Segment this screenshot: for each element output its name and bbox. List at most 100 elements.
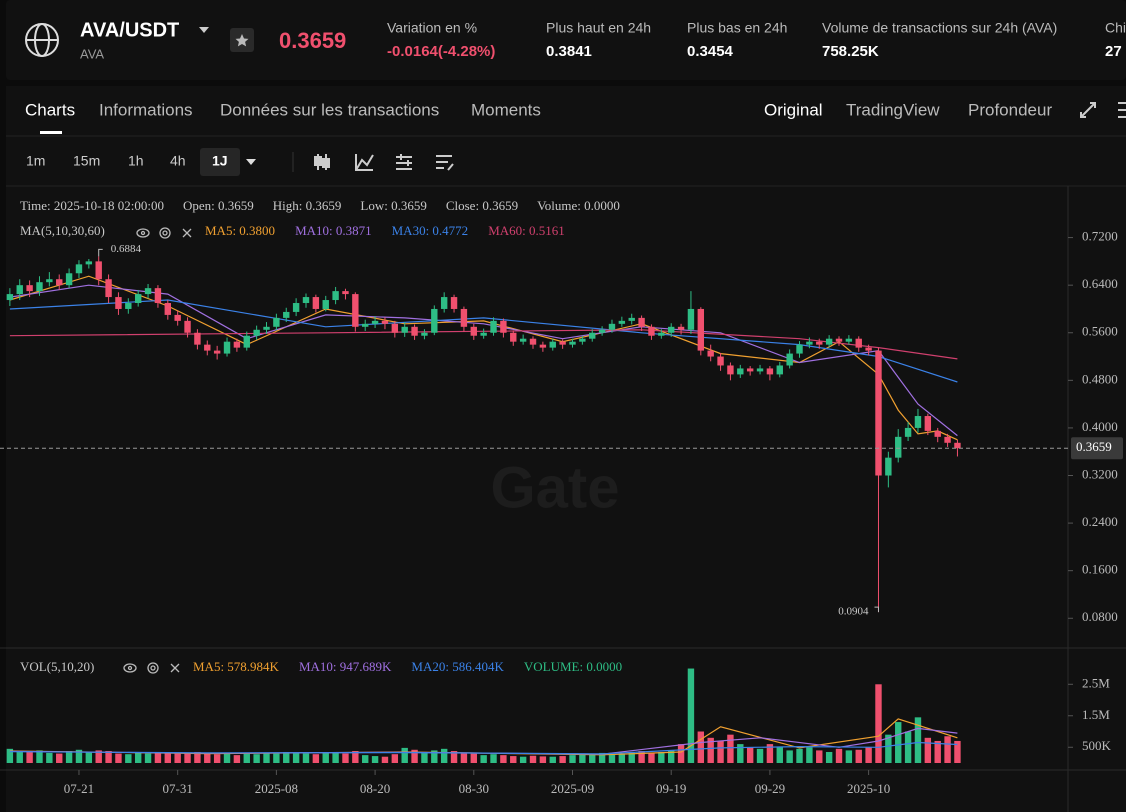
candle-body <box>233 341 241 348</box>
candle-body <box>608 323 616 330</box>
candle-body <box>697 308 705 351</box>
volume-bar <box>608 754 616 763</box>
volume-bar <box>194 751 201 763</box>
volume-bar <box>756 748 764 763</box>
candle-body <box>411 326 418 336</box>
candle-body <box>786 353 793 366</box>
volume-bar <box>352 751 359 763</box>
volume-bar <box>855 749 862 763</box>
logo <box>25 23 59 57</box>
candle-body <box>450 297 458 309</box>
y-tick-label: 0.5600 <box>1082 324 1118 339</box>
candle-body <box>756 368 764 372</box>
volume-bar <box>717 740 724 763</box>
volume-bar <box>796 748 803 763</box>
volume-bar <box>549 756 556 763</box>
y-tick-label: 500K <box>1082 738 1112 753</box>
ma-line <box>9 329 958 360</box>
volume-bar <box>362 755 369 763</box>
tab[interactable]: Charts <box>25 100 75 119</box>
pair-caret[interactable] <box>199 27 209 33</box>
interval[interactable]: 1m <box>26 153 45 169</box>
candle-body <box>480 332 487 336</box>
candle-body <box>924 416 932 431</box>
candle-body <box>75 264 83 274</box>
volume-bar <box>954 740 961 763</box>
view-tab[interactable]: Original <box>764 100 823 119</box>
toolbar-icons[interactable] <box>314 154 454 171</box>
volume-bar <box>737 744 744 763</box>
candle-body <box>628 317 635 321</box>
volume-bar <box>746 747 754 763</box>
y-tick-label: 0.3200 <box>1082 466 1118 481</box>
volume-bar <box>707 737 714 763</box>
candle-body <box>885 457 892 476</box>
candle-body <box>510 332 517 342</box>
candle-body <box>164 303 172 315</box>
candle-body <box>687 308 695 330</box>
volume-bar <box>154 751 162 763</box>
candle-body <box>312 297 320 309</box>
interval[interactable]: 1J <box>212 153 228 169</box>
legend-icons[interactable] <box>123 227 192 674</box>
candle-body <box>184 320 191 333</box>
interval-caret[interactable] <box>246 159 256 165</box>
pair[interactable]: AVA/USDT <box>80 19 179 41</box>
volume-bar <box>431 750 438 763</box>
view-tab[interactable]: TradingView <box>846 100 940 119</box>
interval-active <box>200 148 240 176</box>
candle-body <box>125 303 132 309</box>
legend-item: MA10: 0.3871 <box>295 223 372 238</box>
candle-body <box>638 317 645 327</box>
legend-item: MA20: 586.404K <box>411 659 504 674</box>
volume-bar <box>914 717 922 763</box>
candle-body <box>283 311 290 318</box>
x-tick-label: 07-31 <box>162 781 192 796</box>
y-tick-label: 2.5M <box>1082 675 1110 690</box>
tab[interactable]: Données sur les transactions <box>220 100 439 119</box>
menu-icon[interactable] <box>1118 102 1126 118</box>
candle-body <box>292 303 300 312</box>
candle-body <box>895 436 902 458</box>
volume-bar <box>519 756 527 763</box>
candle-body <box>746 368 754 372</box>
volume-bar <box>776 747 783 763</box>
volume-bar <box>450 751 458 763</box>
interval[interactable]: 1h <box>128 153 144 169</box>
volume-bar <box>598 752 606 763</box>
volume-bar <box>302 753 310 763</box>
tab[interactable]: Informations <box>99 100 193 119</box>
volume-bar <box>65 751 73 763</box>
y-tick-label: 0.0800 <box>1082 609 1118 624</box>
x-tick-label: 2025-10 <box>847 781 890 796</box>
interval[interactable]: 4h <box>170 153 186 169</box>
legend-item: MA5: 578.984K <box>193 659 280 674</box>
fullscreen-icon[interactable] <box>1080 102 1096 118</box>
volume-bar <box>75 749 83 763</box>
volume-bar <box>292 752 300 763</box>
stat-value: 758.25K <box>822 43 879 60</box>
interval[interactable]: 15m <box>73 153 100 169</box>
view-tab[interactable]: Profondeur <box>968 100 1052 119</box>
candle-body <box>865 347 872 351</box>
candle-body <box>6 294 14 301</box>
candle-body <box>579 338 586 342</box>
candle-body <box>825 338 833 345</box>
volume-bar <box>490 754 497 763</box>
volume-bar <box>322 752 329 763</box>
tab[interactable]: Moments <box>471 100 541 119</box>
x-tick-label: 08-30 <box>459 781 489 796</box>
volume-bar <box>865 747 872 763</box>
volume-bar <box>391 754 399 763</box>
volume-bar <box>460 752 468 763</box>
candle-body <box>914 416 922 428</box>
volume-bar <box>283 751 290 763</box>
volume-bar <box>16 751 23 763</box>
annotation-arrow <box>98 248 103 257</box>
candle-body <box>954 442 961 449</box>
candle-body <box>115 297 122 309</box>
volume-bar <box>618 753 626 763</box>
candle-body <box>460 308 468 327</box>
candle-body <box>431 308 438 333</box>
last-price-box <box>1071 437 1123 460</box>
